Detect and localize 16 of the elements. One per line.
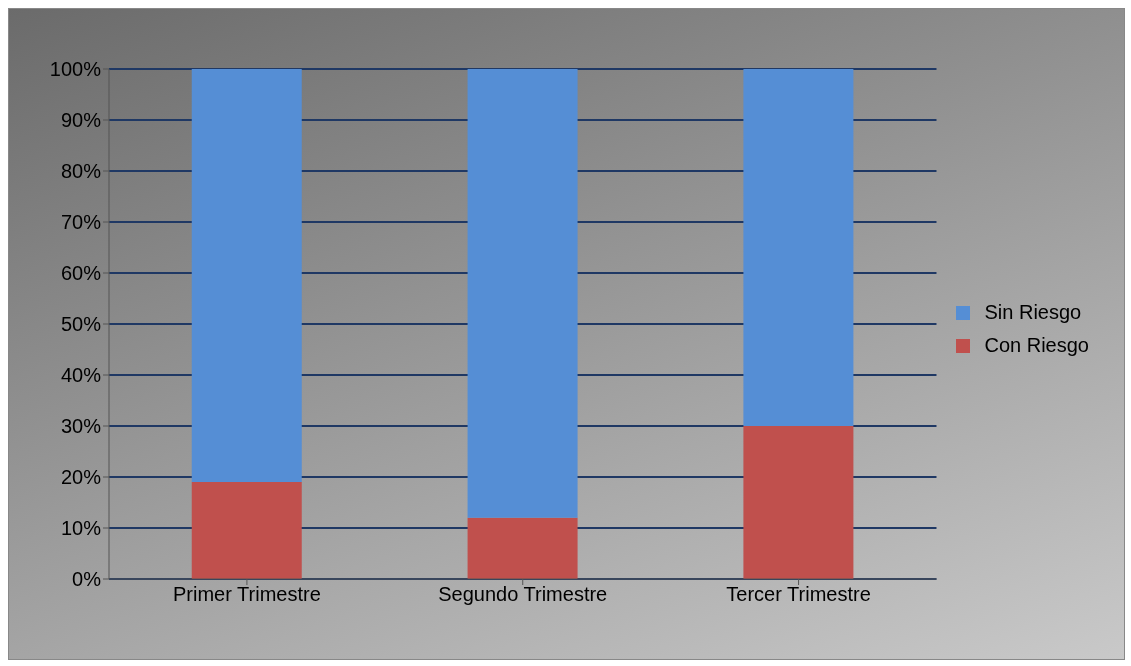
legend-label: Con Riesgo bbox=[984, 334, 1089, 357]
y-tick-label: 80% bbox=[60, 160, 102, 183]
x-tick-label: Segundo Trimestre bbox=[438, 583, 608, 606]
y-tick-label: 100% bbox=[49, 58, 102, 81]
y-tick-label: 10% bbox=[60, 517, 102, 540]
y-tick-label: 50% bbox=[60, 313, 102, 336]
y-tick-label: 90% bbox=[60, 109, 102, 132]
y-tick-label: 70% bbox=[60, 211, 102, 234]
x-tick-label: Primer Trimestre bbox=[173, 583, 321, 606]
y-tick-label: 40% bbox=[60, 364, 102, 387]
y-tick-label: 30% bbox=[60, 415, 102, 438]
y-tick-label: 0% bbox=[72, 568, 102, 591]
legend-label: Sin Riesgo bbox=[984, 301, 1082, 324]
x-tick-label: Tercer Trimestre bbox=[726, 583, 871, 606]
y-tick-label: 20% bbox=[60, 466, 102, 489]
y-tick-label: 60% bbox=[60, 262, 102, 285]
